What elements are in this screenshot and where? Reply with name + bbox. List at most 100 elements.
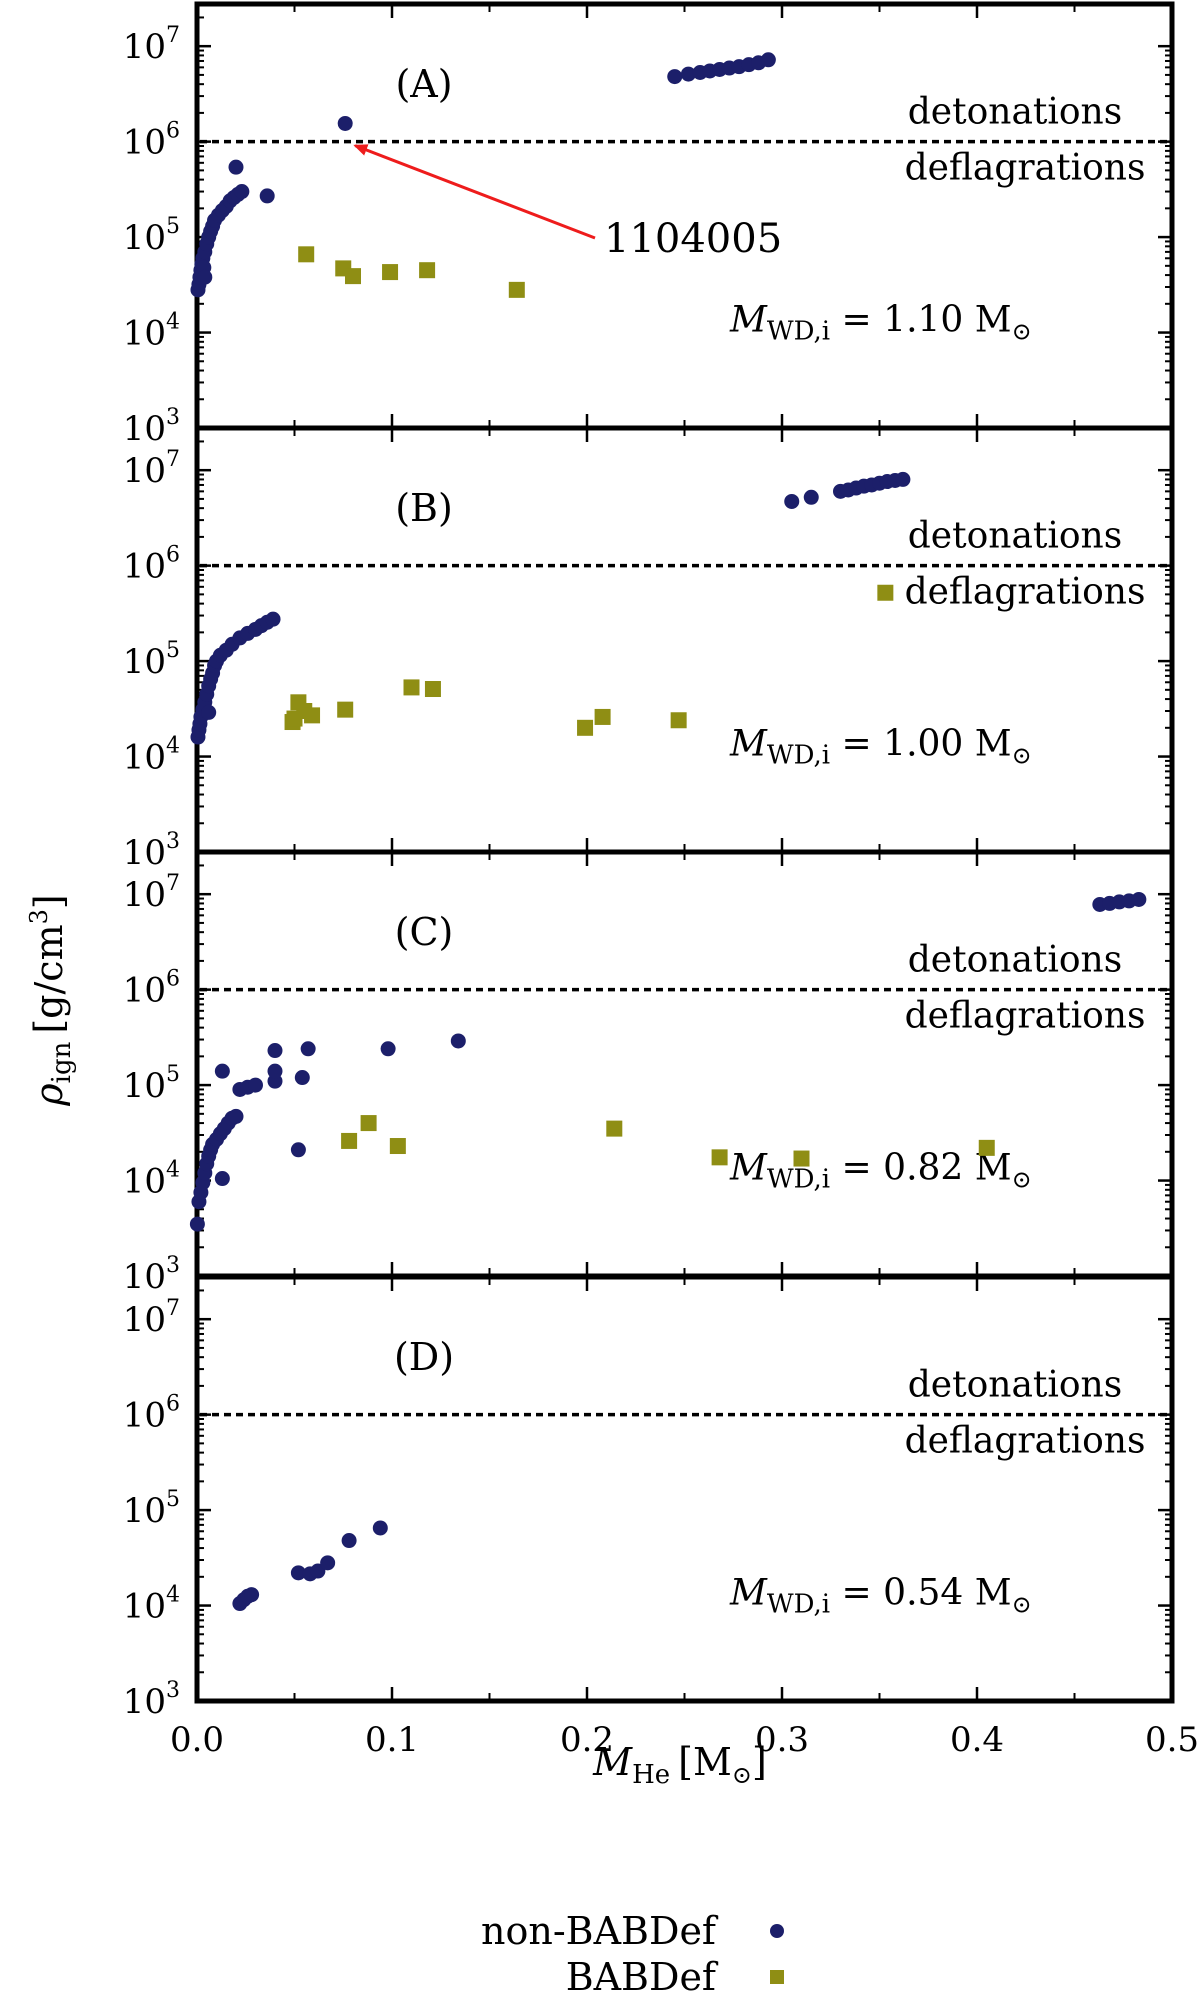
y-tick-base: 10: [123, 971, 166, 1011]
point-non-babdef: [290, 1565, 306, 1581]
legend-label-babdef: BABDef: [566, 1955, 719, 1999]
sun-symbol: ⊙: [1012, 742, 1032, 770]
y-tick-label: 106: [123, 967, 180, 1011]
y-tick-label: 105: [123, 214, 180, 258]
point-non-babdef: [380, 1041, 396, 1057]
mass-label-symbol: M: [729, 300, 768, 341]
panel-c: 103104105106107detonationsdeflagrations(…: [123, 849, 1175, 1297]
legend-marker-babdef: [770, 1970, 784, 1984]
x-tick-label: 0.5: [1145, 1720, 1199, 1760]
mass-label: MWD,i = 0.54 M⊙: [729, 1573, 1032, 1620]
point-non-babdef: [760, 52, 776, 68]
panels-layer: 103104105106107detonationsdeflagrations(…: [123, 1, 1175, 1722]
mass-label-value: = 1.10 M: [830, 300, 1012, 341]
y-tick-exponent: 4: [166, 1583, 180, 1608]
panel-b: 103104105106107detonationsdeflagrations(…: [123, 425, 1175, 873]
mass-label-value: = 1.00 M: [830, 724, 1012, 765]
x-tick-label: 0.2: [560, 1720, 614, 1760]
y-tick-base: 10: [123, 451, 166, 491]
label-detonations: detonations: [908, 940, 1122, 981]
point-non-babdef: [267, 1043, 283, 1059]
y-tick-label: 106: [123, 1392, 180, 1436]
point-babdef: [508, 281, 525, 298]
y-tick-label: 106: [123, 543, 180, 587]
y-tick-base: 10: [123, 738, 166, 778]
x-tick-label: 0.4: [950, 1720, 1004, 1760]
y-tick-base: 10: [123, 642, 166, 682]
mass-label-symbol: M: [729, 1573, 768, 1614]
y-tick-exponent: 6: [166, 543, 180, 568]
point-non-babdef: [189, 1216, 205, 1232]
y-tick-exponent: 6: [166, 967, 180, 992]
x-axis-title: MHe [M⊙]: [592, 1740, 767, 1790]
y-tick-exponent: 7: [166, 1296, 180, 1321]
sun-symbol: ⊙: [1012, 1591, 1032, 1619]
point-non-babdef: [341, 1533, 357, 1549]
point-babdef: [360, 1115, 377, 1132]
y-tick-label: 103: [123, 405, 180, 449]
y-axis-title-unit-exp: 3: [25, 909, 53, 924]
label-deflagrations: deflagrations: [905, 572, 1146, 613]
panel-frame: [194, 849, 1175, 1279]
y-tick-exponent: 3: [166, 829, 180, 854]
point-non-babdef: [300, 1041, 316, 1057]
y-tick-base: 10: [123, 1162, 166, 1202]
y-tick-exponent: 7: [166, 23, 180, 48]
point-babdef: [577, 719, 594, 736]
point-non-babdef: [265, 611, 281, 627]
y-tick-exponent: 6: [166, 1392, 180, 1417]
point-babdef: [978, 1139, 995, 1156]
y-axis-title-sub: ign: [47, 1041, 77, 1083]
y-tick-base: 10: [123, 547, 166, 587]
y-tick-label: 107: [123, 871, 180, 915]
point-non-babdef: [450, 1033, 466, 1049]
label-detonations: detonations: [908, 1365, 1122, 1406]
label-detonations: detonations: [908, 92, 1122, 133]
y-axis-title-unit: [g/cm: [27, 924, 71, 1033]
y-tick-exponent: 5: [166, 1487, 180, 1512]
point-babdef: [298, 246, 315, 263]
point-non-babdef: [214, 1063, 230, 1079]
point-babdef: [337, 701, 354, 718]
point-babdef: [424, 681, 441, 698]
x-tick-label: 0.0: [170, 1720, 224, 1760]
y-tick-base: 10: [123, 1257, 166, 1297]
y-axis-title: ρign [g/cm3]: [25, 894, 77, 1106]
point-babdef: [389, 1138, 406, 1155]
panel-d: 103104105106107detonationsdeflagrations(…: [123, 1274, 1175, 1722]
point-non-babdef: [267, 1063, 283, 1079]
mass-label: MWD,i = 0.82 M⊙: [729, 1148, 1032, 1195]
x-axis-title-main: M: [592, 1740, 633, 1784]
point-non-babdef: [320, 1555, 336, 1571]
panel-frame: [194, 425, 1175, 855]
y-tick-label: 105: [123, 638, 180, 682]
x-tick-label: 0.1: [365, 1720, 419, 1760]
y-tick-exponent: 3: [166, 1678, 180, 1703]
y-tick-exponent: 5: [166, 214, 180, 239]
x-axis-title-sub: He: [632, 1760, 670, 1790]
y-tick-label: 107: [123, 1296, 180, 1340]
point-babdef: [877, 584, 894, 601]
y-tick-label: 104: [123, 1158, 180, 1202]
panel-label: (B): [395, 486, 453, 530]
sun-symbol: ⊙: [1012, 1166, 1032, 1194]
point-non-babdef: [895, 471, 911, 487]
point-babdef: [606, 1120, 623, 1137]
y-tick-exponent: 3: [166, 1253, 180, 1278]
annotation-arrow: [353, 144, 596, 240]
point-non-babdef: [197, 269, 213, 285]
panel-a: 103104105106107detonationsdeflagrations(…: [123, 1, 1175, 449]
mass-label-symbol: M: [729, 1148, 768, 1189]
point-babdef: [341, 1132, 358, 1149]
y-axis-title-unit-close: ]: [27, 894, 71, 909]
point-non-babdef: [259, 188, 275, 204]
point-babdef: [594, 708, 611, 725]
y-tick-base: 10: [123, 1300, 166, 1340]
mass-label-sub: WD,i: [767, 1165, 830, 1195]
point-non-babdef: [1131, 891, 1147, 907]
y-tick-base: 10: [123, 123, 166, 163]
point-non-babdef: [667, 69, 683, 85]
panel-label: (C): [395, 910, 454, 954]
annotation-label: 1104005: [604, 216, 782, 262]
